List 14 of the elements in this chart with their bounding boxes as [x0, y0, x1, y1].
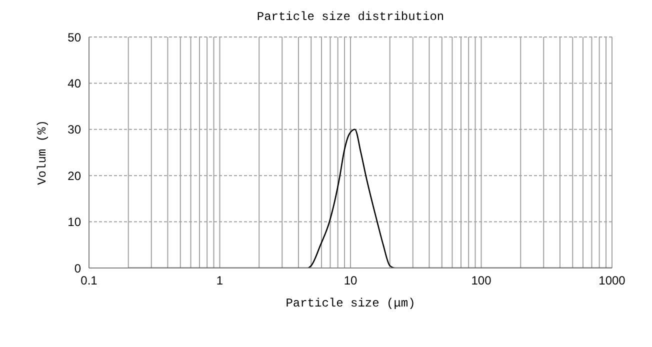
- x-tick-label: 1000: [598, 274, 626, 288]
- x-tick-label: 10: [344, 274, 358, 288]
- y-tick-label: 0: [74, 261, 82, 276]
- x-tick-label: 100: [471, 274, 492, 288]
- x-axis-title: Particle size (μm): [286, 296, 416, 311]
- chart-title: Particle size distribution: [256, 10, 446, 24]
- y-tick-label: 20: [68, 168, 82, 183]
- y-axis-title: Volum (%): [35, 120, 50, 185]
- y-tick-label: 30: [68, 122, 82, 137]
- x-tick-label: 0.1: [80, 274, 98, 288]
- y-tick-label: 40: [68, 76, 82, 90]
- x-tick-label: 1: [216, 274, 224, 288]
- y-tick-label: 50: [68, 30, 82, 44]
- y-tick-label: 10: [68, 215, 82, 230]
